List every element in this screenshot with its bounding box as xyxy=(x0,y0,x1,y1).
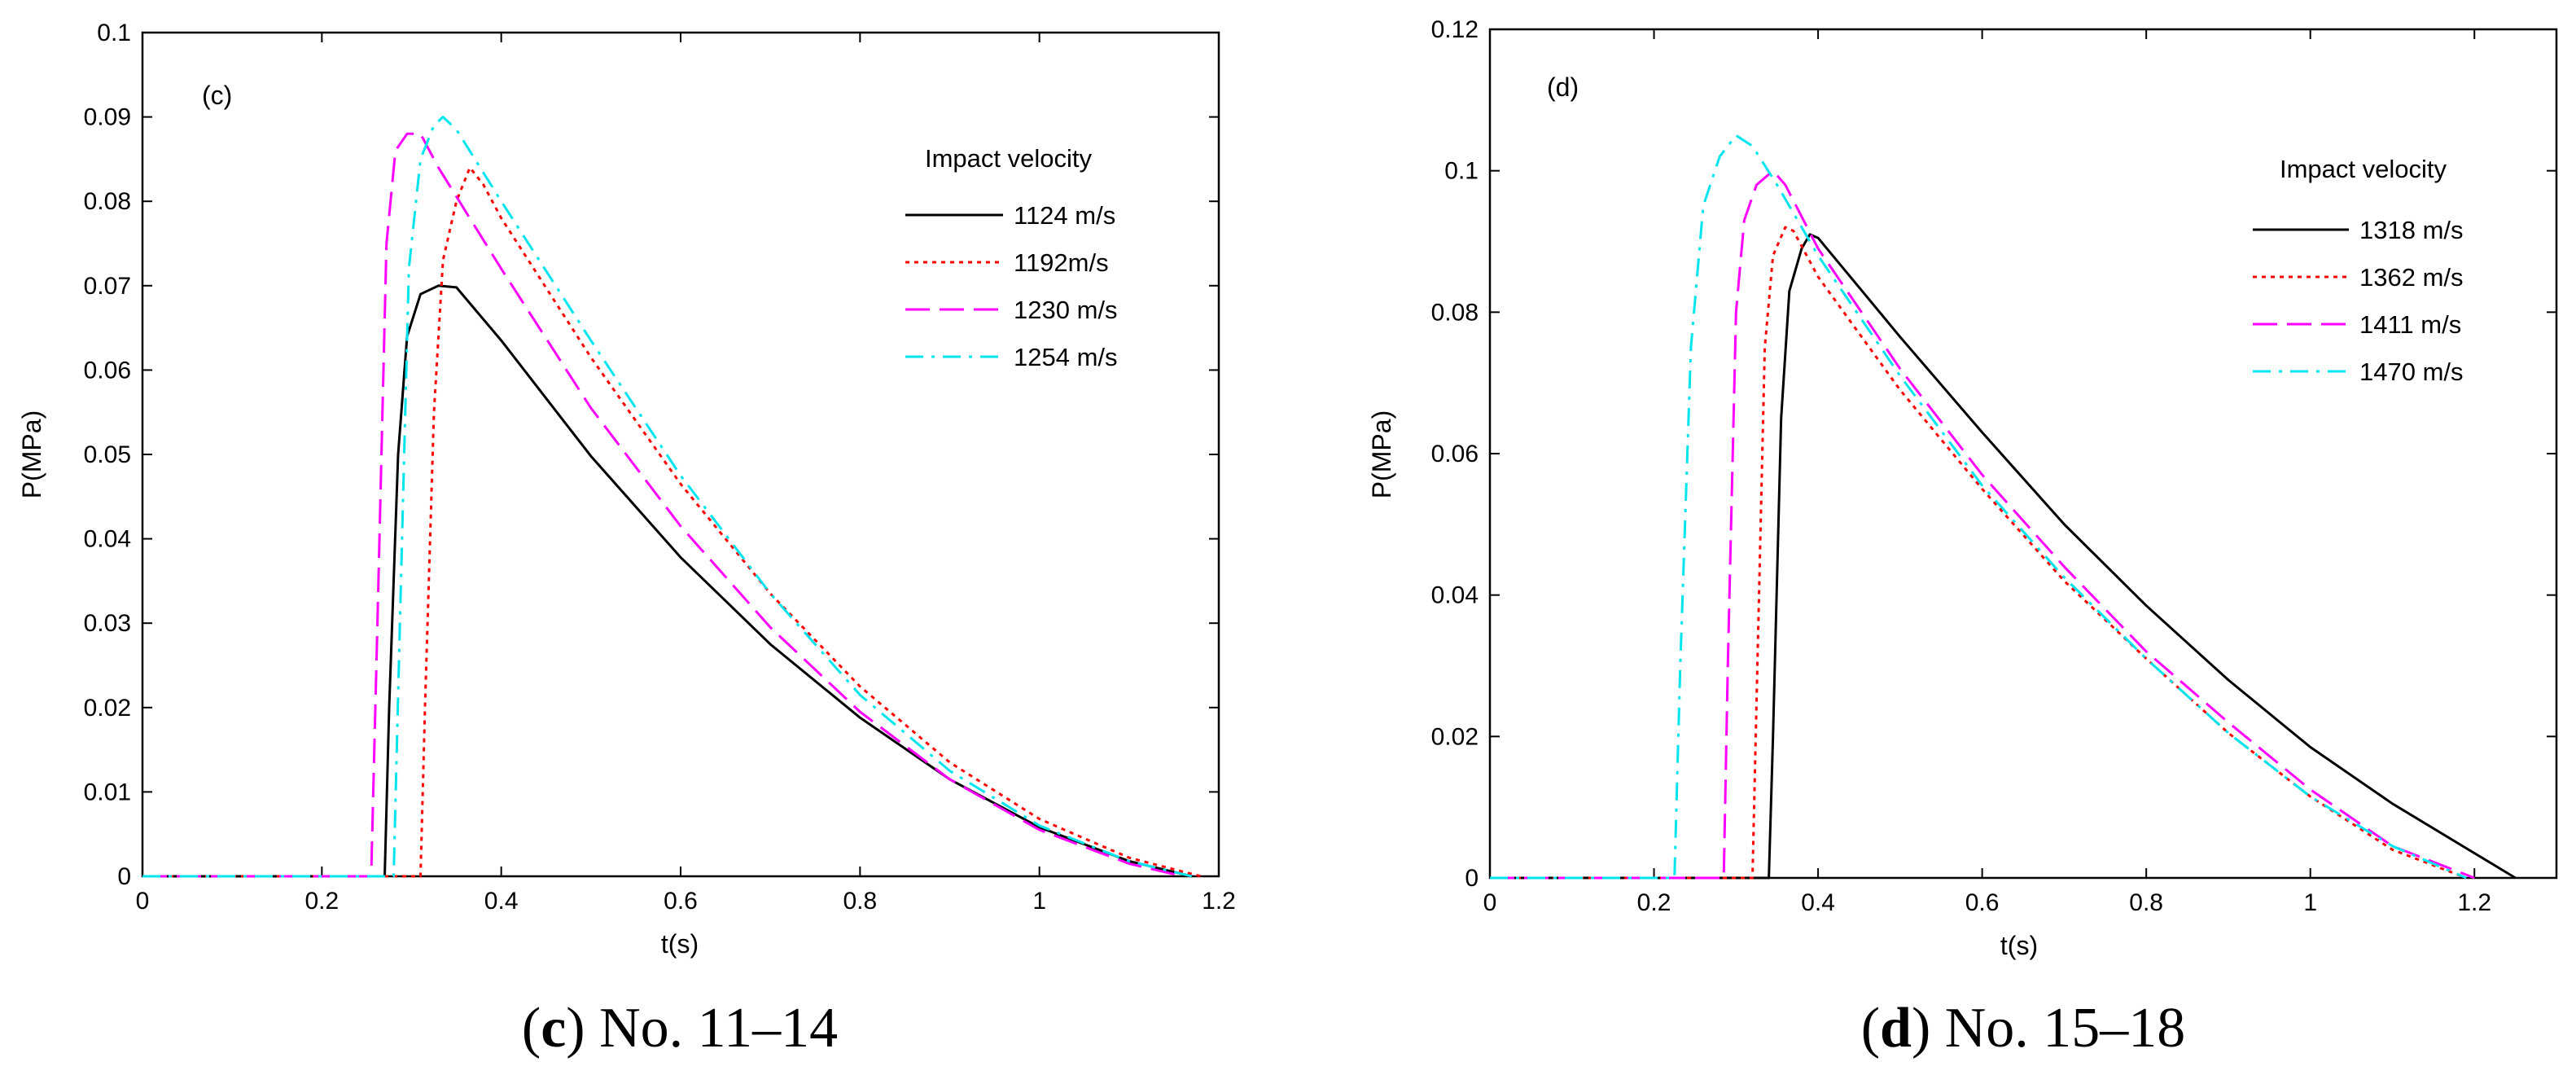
x-axis-label: t(s) xyxy=(2000,931,2038,960)
panel-tag: (d) xyxy=(1547,72,1579,102)
legend: Impact velocity 1318 m/s 1362 m/s 1411 m/s… xyxy=(2253,155,2464,386)
y-tick-label: 0.02 xyxy=(84,695,131,722)
x-tick-label: 0.4 xyxy=(484,888,519,915)
legend: Impact velocity 1124 m/s 1192m/s 1230 m/s 1… xyxy=(905,144,1118,371)
caption-open-paren: ( xyxy=(522,997,541,1060)
x-tick-label: 0.2 xyxy=(1637,889,1671,916)
x-axis-label: t(s) xyxy=(661,929,699,959)
y-tick-label: 0 xyxy=(117,863,131,890)
caption-close-paren: ) xyxy=(1912,997,1930,1060)
y-tick-label: 0.01 xyxy=(84,779,131,805)
x-tick-label: 0.6 xyxy=(1965,889,2000,916)
x-tick-label: 0.4 xyxy=(1801,889,1835,916)
y-tick-label: 0.12 xyxy=(1431,16,1479,43)
caption-text: No. 11–14 xyxy=(585,997,838,1060)
caption: (c) No. 11–14 xyxy=(522,997,838,1060)
y-tick-label: 0.08 xyxy=(1431,299,1479,326)
y-tick-label: 0.07 xyxy=(84,273,131,300)
series-line-3 xyxy=(142,132,1184,878)
caption-close-paren: ) xyxy=(566,997,585,1060)
series-line-4 xyxy=(142,116,1193,878)
caption-open-paren: ( xyxy=(1861,997,1880,1060)
y-tick-label: 0 xyxy=(1465,865,1479,892)
legend-entry-label: 1411 m/s xyxy=(2359,310,2461,339)
series-group xyxy=(142,116,1202,878)
legend-title: Impact velocity xyxy=(925,144,1093,173)
chart-panel-c: 0 0.2 0.4 0.6 0.8 1 1.2 0 0.01 0.02 0.03 0.04 0.05 0.… xyxy=(17,20,1236,1060)
x-tick-label: 1 xyxy=(2303,889,2317,916)
y-axis-label: P(MPa) xyxy=(17,410,46,498)
y-tick-label: 0.08 xyxy=(84,188,131,215)
y-tick-label: 0.06 xyxy=(1431,441,1479,467)
x-tick-label: 0.6 xyxy=(664,888,698,915)
panel-tag: (c) xyxy=(202,81,232,110)
caption-letter: c xyxy=(541,997,566,1060)
y-tick-label: 0.1 xyxy=(1444,158,1479,185)
series-line-1 xyxy=(1490,233,2517,880)
legend-entry-label: 1192m/s xyxy=(1014,248,1109,277)
legend-entry-label: 1124 m/s xyxy=(1014,201,1115,230)
y-tick-label: 0.03 xyxy=(84,610,131,637)
x-tick-label: 1.2 xyxy=(1202,888,1236,915)
caption-letter: d xyxy=(1880,997,1912,1060)
y-tick-label: 0.06 xyxy=(84,357,131,384)
x-tick-label: 0.8 xyxy=(843,888,877,915)
legend-entry-label: 1230 m/s xyxy=(1014,296,1118,324)
legend-entry-label: 1254 m/s xyxy=(1014,343,1118,371)
y-tick-label: 0.04 xyxy=(84,526,131,553)
y-tick-label: 0.04 xyxy=(1431,582,1479,609)
plot-frame xyxy=(1488,28,2558,880)
y-tick-label: 0.05 xyxy=(84,441,131,468)
x-tick-label: 0 xyxy=(1483,889,1497,916)
caption: (d) No. 15–18 xyxy=(1861,997,2186,1060)
x-tick-label: 0 xyxy=(136,888,150,915)
series-line-2 xyxy=(142,166,1202,878)
series-group xyxy=(1490,134,2517,880)
axis-ticks: 0 0.2 0.4 0.6 0.8 1 1.2 0 0.01 0.02 0.03 0.04 0.05 0.… xyxy=(84,20,1236,915)
legend-entry-label: 1318 m/s xyxy=(2359,216,2464,244)
y-axis-label: P(MPa) xyxy=(1367,410,1396,498)
y-tick-label: 0.1 xyxy=(97,20,131,46)
legend-entry-label: 1470 m/s xyxy=(2359,358,2464,386)
chart-panel-d: 0 0.2 0.4 0.6 0.8 1 1.2 0 0.02 0.04 0.06 0.08 0.1 0.1… xyxy=(1367,16,2558,1060)
series-line-3 xyxy=(1490,169,2475,880)
x-tick-label: 0.2 xyxy=(304,888,339,915)
x-tick-label: 1 xyxy=(1032,888,1046,915)
y-tick-label: 0.02 xyxy=(1431,723,1479,750)
legend-entry-label: 1362 m/s xyxy=(2359,263,2464,292)
legend-title: Impact velocity xyxy=(2280,155,2447,183)
axis-ticks: 0 0.2 0.4 0.6 0.8 1 1.2 0 0.02 0.04 0.06 0.08 0.1 0.1… xyxy=(1431,16,2556,916)
series-line-4 xyxy=(1490,134,2467,880)
caption-text: No. 15–18 xyxy=(1930,997,2185,1060)
y-tick-label: 0.09 xyxy=(84,104,131,131)
x-tick-label: 0.8 xyxy=(2129,889,2163,916)
plot-frame xyxy=(141,31,1220,878)
x-tick-label: 1.2 xyxy=(2457,889,2491,916)
